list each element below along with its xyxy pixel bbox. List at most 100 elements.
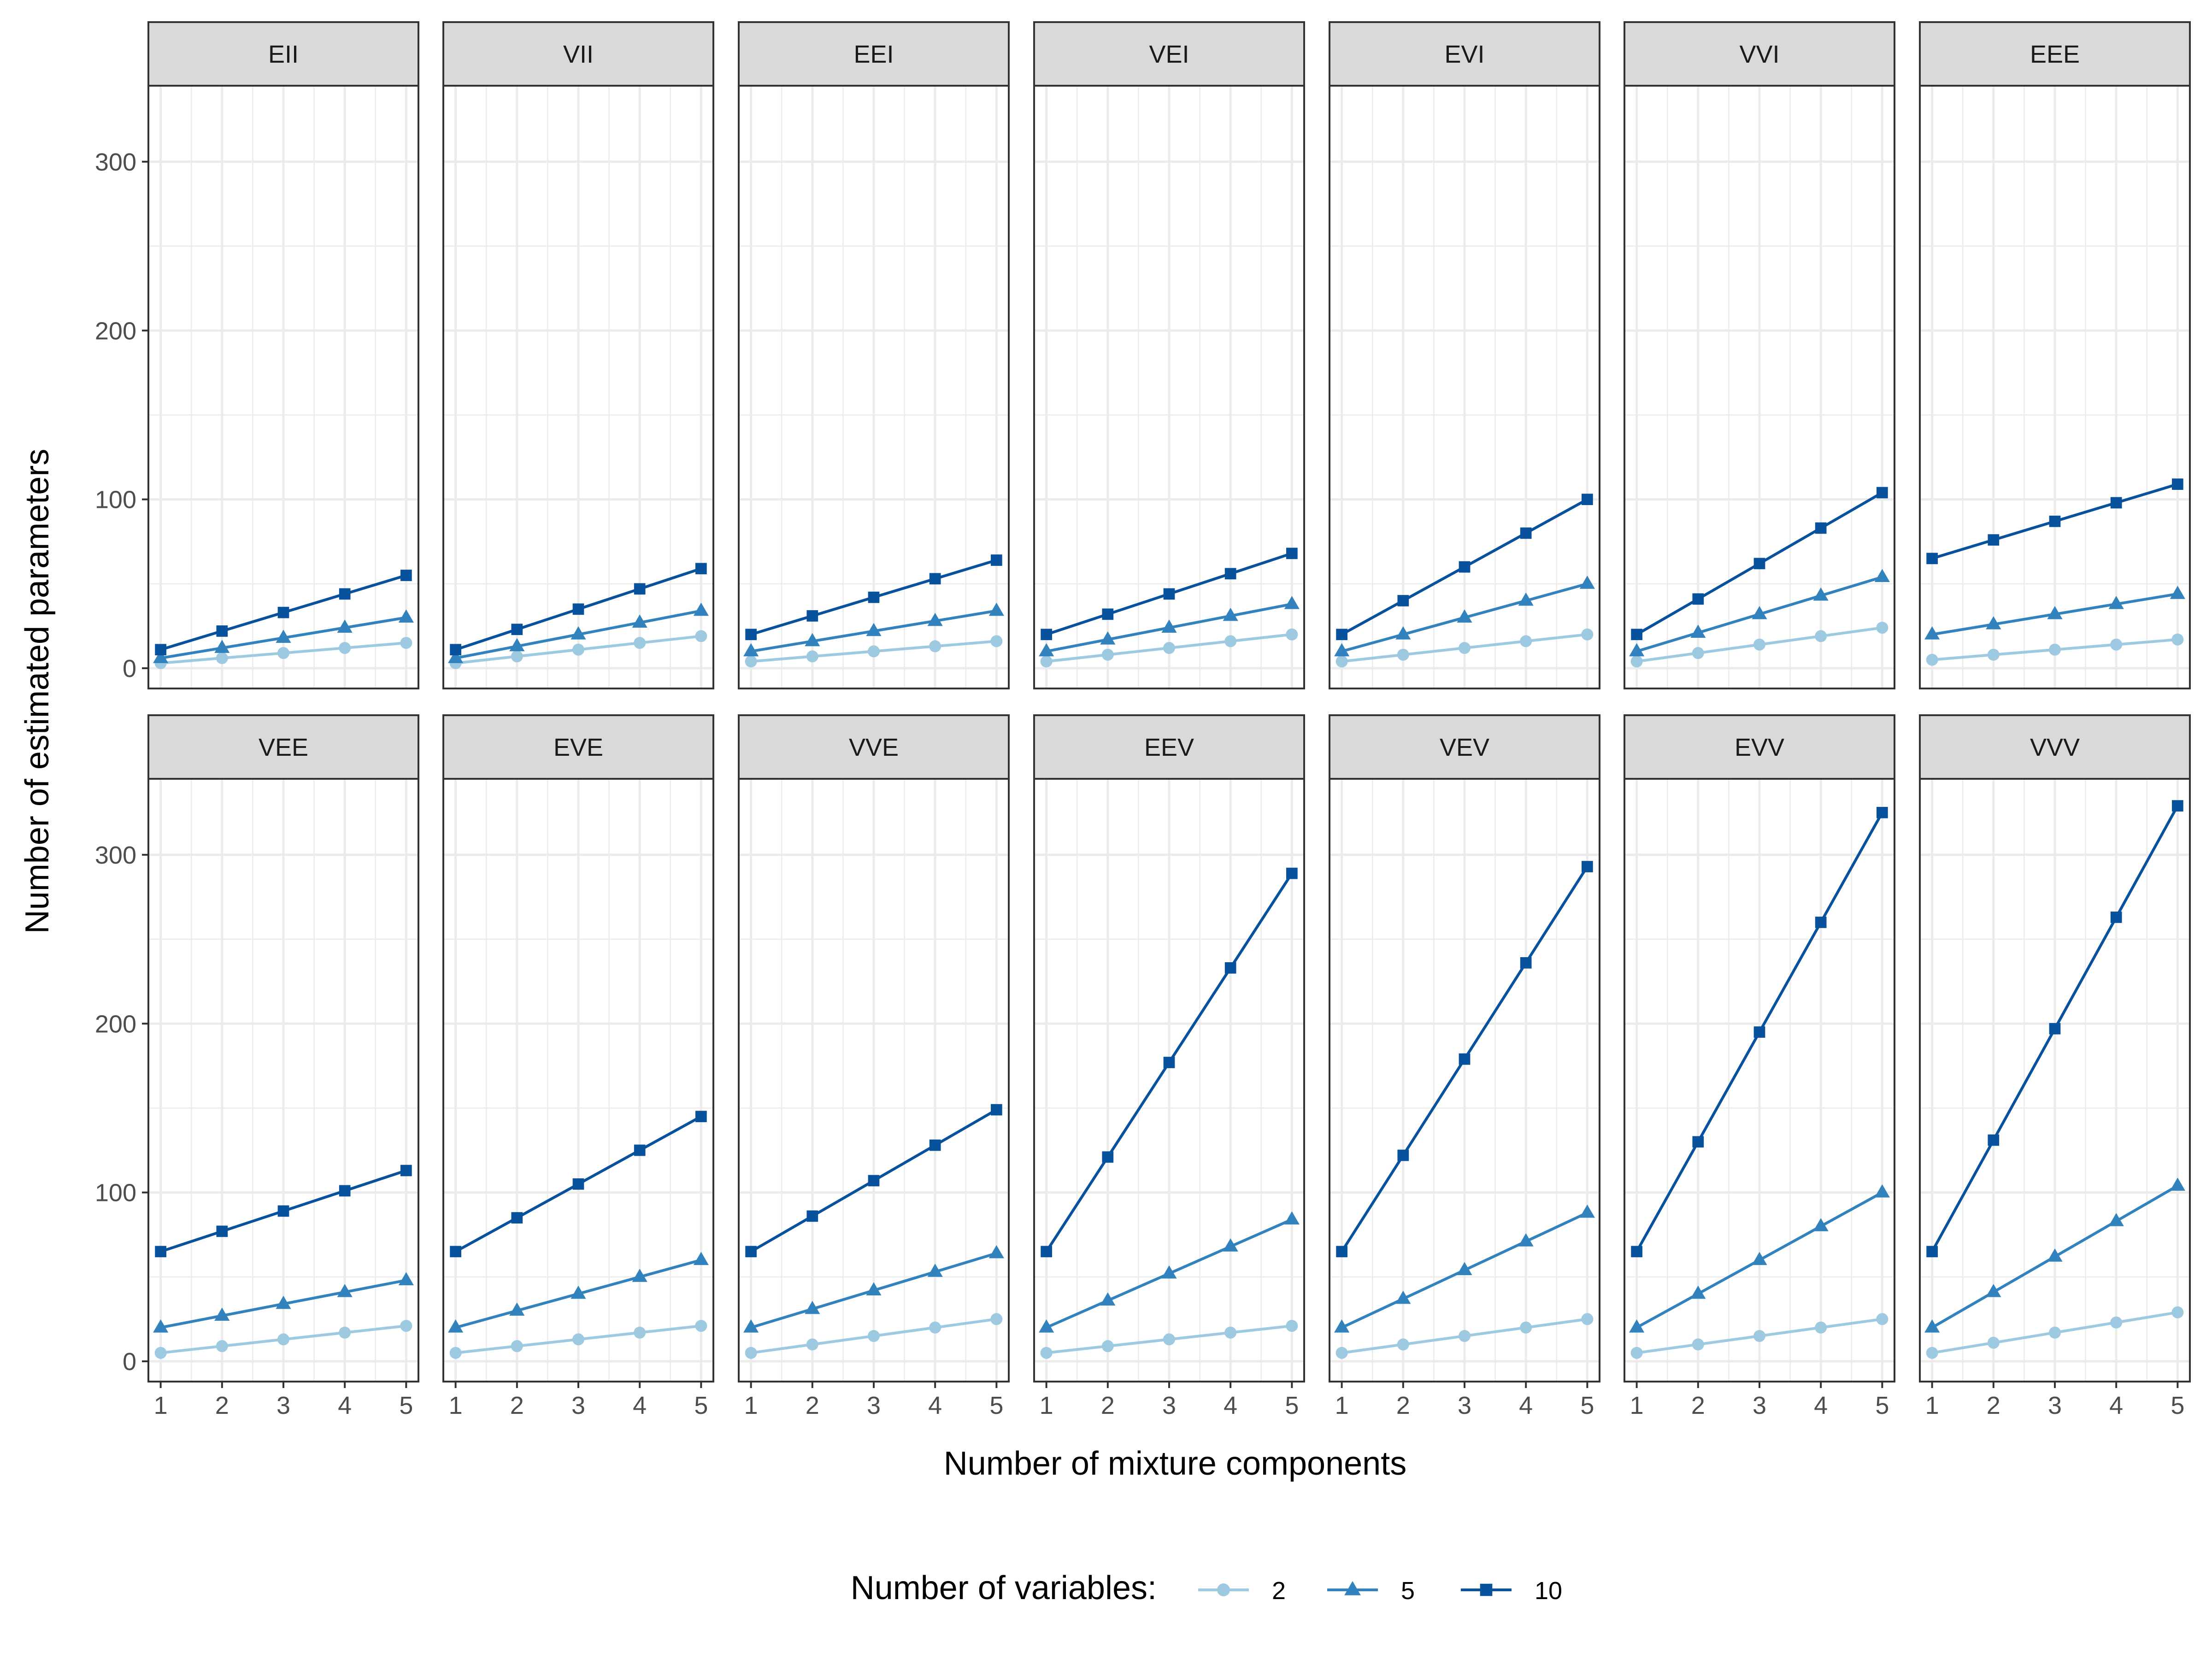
facet-strip <box>1919 21 2191 87</box>
gridlines <box>148 779 418 1382</box>
data-point <box>634 1144 646 1156</box>
data-point <box>868 645 880 658</box>
gridlines <box>1034 86 1304 688</box>
data-point <box>1101 1340 1114 1353</box>
data-point <box>2108 1213 2124 1226</box>
facet-strip-label: EVI <box>1444 41 1484 68</box>
data-point <box>805 1300 820 1314</box>
data-point <box>990 1313 1003 1325</box>
series-5 <box>1924 1177 2185 1333</box>
data-point <box>1582 861 1593 872</box>
x-tick-label: 2 <box>1987 1392 2000 1419</box>
data-point <box>1631 629 1642 641</box>
data-point <box>2170 586 2185 599</box>
data-point <box>450 644 461 656</box>
facet-strip <box>1329 21 1600 87</box>
data-point <box>1753 558 1765 570</box>
series-5 <box>1629 569 1890 657</box>
data-point <box>1874 1184 1890 1198</box>
facet-strip <box>442 21 714 87</box>
x-tick-label: 1 <box>744 1392 758 1419</box>
data-point <box>277 1333 289 1346</box>
series-10 <box>1336 861 1593 1258</box>
data-point <box>806 650 818 663</box>
data-point <box>2049 515 2061 527</box>
data-point <box>866 623 882 636</box>
data-point <box>572 1178 584 1190</box>
data-point <box>1926 1246 1938 1258</box>
data-point <box>2110 1316 2123 1329</box>
data-point <box>1286 628 1298 641</box>
y-tick-label: 200 <box>95 317 136 345</box>
data-point <box>571 626 586 640</box>
series-5 <box>448 602 709 663</box>
data-point <box>1876 1313 1888 1325</box>
legend-key-marker <box>1480 1583 1493 1596</box>
data-point <box>337 619 353 633</box>
gridlines <box>1034 779 1304 1382</box>
data-point <box>634 637 646 649</box>
facet-panel-vvi: VVI <box>1624 21 1895 689</box>
data-point <box>1224 962 1236 974</box>
data-point <box>1518 592 1534 606</box>
facet-strip <box>147 714 419 780</box>
data-point <box>1753 1026 1765 1038</box>
data-point <box>572 1333 584 1346</box>
gridlines <box>1624 86 1894 688</box>
x-tick-label: 2 <box>1691 1392 1705 1419</box>
data-point <box>398 609 414 623</box>
panel-border <box>1624 85 1895 689</box>
data-point <box>1582 494 1593 505</box>
y-axis-title: Number of estimated parameters <box>19 449 56 934</box>
data-point <box>745 1347 757 1359</box>
x-tick-label: 4 <box>2109 1392 2123 1419</box>
series-2 <box>154 1320 412 1359</box>
series-2 <box>1630 622 1888 668</box>
y-tick-label: 200 <box>95 1010 136 1038</box>
data-point <box>1041 629 1052 641</box>
facet-strip <box>1624 21 1895 87</box>
data-point <box>1988 1134 2000 1146</box>
x-tick-label: 4 <box>1519 1392 1533 1419</box>
panel-border <box>738 85 1010 689</box>
x-tick-label: 3 <box>1458 1392 1471 1419</box>
data-point <box>153 650 169 663</box>
x-tick-label: 3 <box>571 1392 585 1419</box>
data-point <box>632 614 647 628</box>
data-point <box>339 588 351 600</box>
data-point <box>2171 633 2184 646</box>
data-point <box>511 1340 523 1353</box>
data-point <box>2172 478 2183 490</box>
data-point <box>2110 912 2122 923</box>
data-point <box>1334 643 1350 657</box>
x-tick-label: 3 <box>276 1392 290 1419</box>
facet-panel-vvv: VVV 1 2 3 4 5 <box>1919 714 2191 1419</box>
series-5 <box>1039 596 1300 657</box>
data-point <box>339 1326 351 1339</box>
data-point <box>216 1340 228 1353</box>
legend-label: 2 <box>1272 1577 1286 1605</box>
facet-strip-label: VEI <box>1149 41 1189 68</box>
series-10 <box>155 570 412 656</box>
x-tick-label: 5 <box>1285 1392 1299 1419</box>
data-point <box>2172 800 2183 812</box>
data-point <box>1579 1204 1595 1218</box>
legend-key-marker <box>1344 1581 1361 1595</box>
data-point <box>1692 647 1704 659</box>
legend-item-2: 2 <box>1198 1577 1286 1605</box>
x-tick-label: 3 <box>1753 1392 1766 1419</box>
legend: Number of variables: 2 5 10 <box>851 1570 1562 1606</box>
data-point <box>1692 593 1704 605</box>
data-point <box>1397 1338 1409 1351</box>
data-point <box>1629 643 1645 657</box>
series-10 <box>450 1111 707 1258</box>
x-tick-label: 5 <box>1875 1392 1889 1419</box>
data-point <box>1520 957 1532 969</box>
data-point <box>1459 642 1471 654</box>
data-point <box>1924 1319 1940 1333</box>
data-point <box>929 640 941 653</box>
facet-panel-evv: EVV 1 2 3 4 5 <box>1624 714 1895 1419</box>
legend-key-marker <box>1217 1583 1230 1596</box>
data-point <box>450 1246 461 1258</box>
data-point <box>154 1347 167 1359</box>
